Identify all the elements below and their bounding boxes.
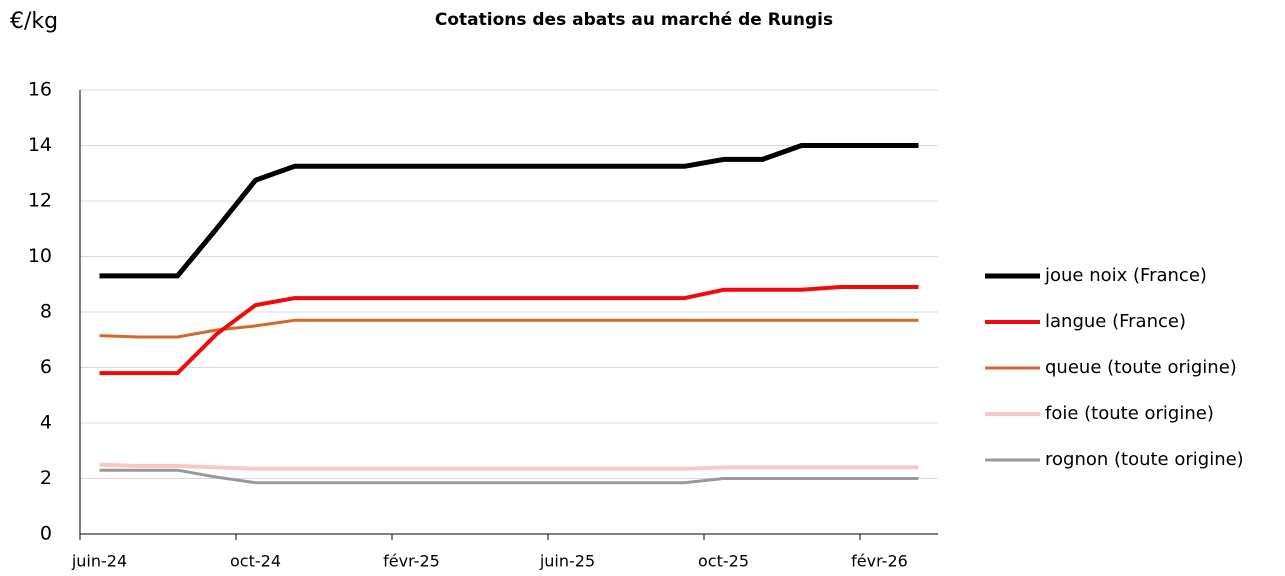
y-tick-label: 8 — [40, 301, 52, 323]
x-tick-label: févr-26 — [851, 552, 908, 571]
x-tick-label: juin-25 — [539, 552, 595, 571]
x-tick-label: févr-25 — [383, 552, 440, 571]
series-line — [99, 462, 919, 471]
legend-label: langue (France) — [1045, 311, 1186, 332]
y-axis-label: €/kg — [10, 9, 58, 34]
series-line — [99, 285, 919, 376]
y-tick-label: 4 — [40, 412, 52, 434]
chart-title: Cotations des abats au marché de Rungis — [435, 10, 833, 30]
y-tick-label: 10 — [28, 245, 52, 267]
legend-label: joue noix (France) — [1044, 265, 1207, 286]
x-tick-label: juin-24 — [71, 552, 127, 571]
y-tick-label: 6 — [40, 356, 52, 378]
legend-label: rognon (toute origine) — [1045, 449, 1244, 470]
y-tick-label: 2 — [40, 467, 52, 489]
y-tick-label: 12 — [28, 190, 52, 212]
x-tick-label: oct-25 — [698, 552, 749, 571]
y-tick-label: 14 — [28, 134, 52, 156]
legend-label: queue (toute origine) — [1045, 357, 1237, 378]
series-line — [99, 143, 919, 279]
legend-label: foie (toute origine) — [1045, 403, 1214, 424]
series-line — [99, 468, 919, 485]
x-tick-label: oct-24 — [230, 552, 281, 571]
series-line — [99, 318, 919, 339]
y-tick-label: 0 — [40, 523, 52, 545]
y-tick-label: 16 — [28, 79, 52, 101]
